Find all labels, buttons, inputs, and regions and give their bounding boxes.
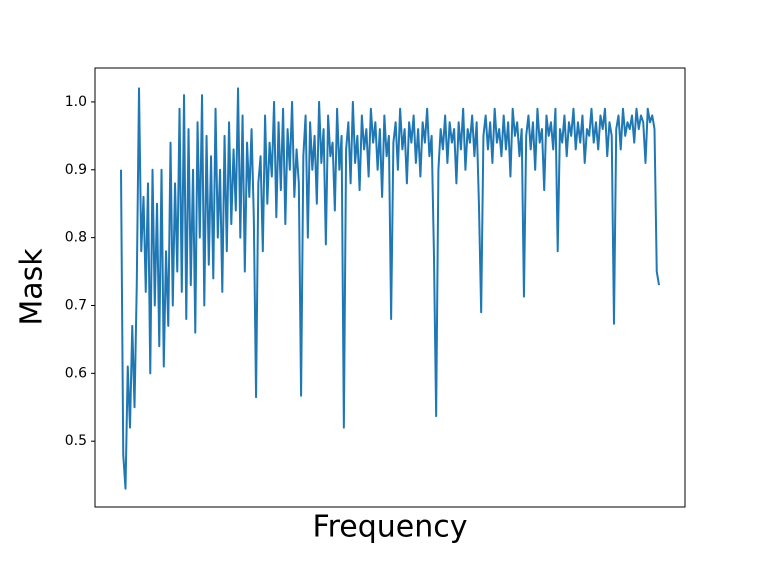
plot-frame xyxy=(94,67,686,508)
x-axis-label: Frequency xyxy=(313,510,468,545)
y-tick-label: 0.8 xyxy=(65,230,87,246)
data-line xyxy=(120,87,660,490)
y-tick-label: 0.9 xyxy=(65,162,87,178)
y-tick-label: 0.5 xyxy=(65,433,87,449)
y-tick-label: 0.6 xyxy=(65,365,87,381)
y-tick-label: 0.7 xyxy=(65,297,87,313)
y-axis-label: Mask xyxy=(15,248,50,326)
y-tick-label: 1.0 xyxy=(65,94,87,110)
